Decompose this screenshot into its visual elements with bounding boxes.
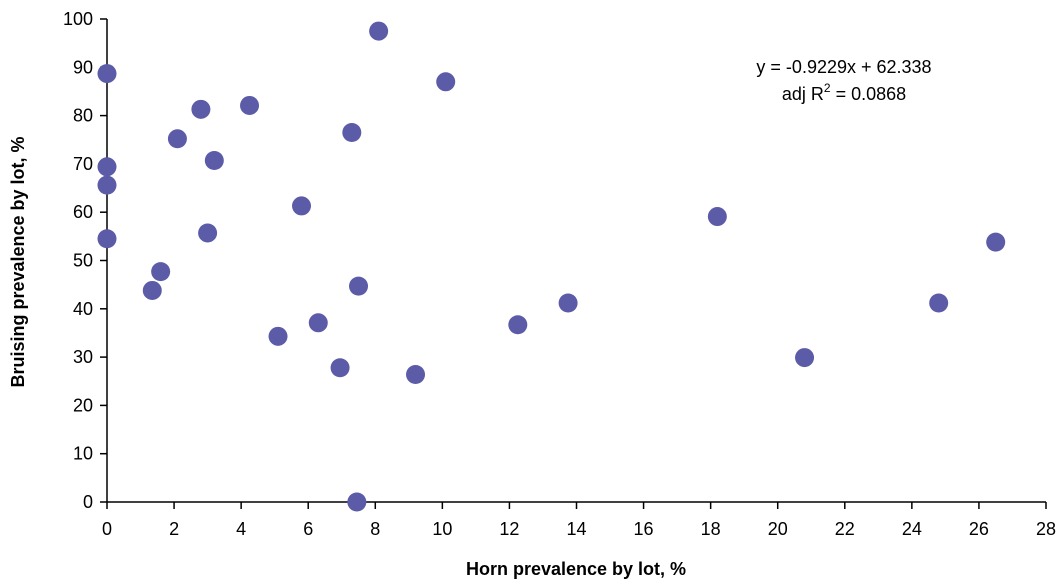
data-point — [292, 196, 312, 216]
data-point — [268, 326, 288, 346]
data-point — [508, 315, 528, 335]
data-point — [349, 276, 369, 296]
data-point — [151, 262, 171, 282]
data-point — [308, 313, 328, 333]
data-points — [97, 21, 1006, 512]
x-tick-label: 16 — [634, 519, 654, 539]
r2-suffix: = 0.0868 — [831, 84, 907, 104]
x-tick-label: 26 — [969, 519, 989, 539]
regression-r2: adj R2 = 0.0868 — [782, 81, 906, 104]
data-point — [347, 492, 367, 512]
data-point — [436, 72, 456, 92]
data-point — [986, 232, 1006, 252]
x-tick-label: 24 — [902, 519, 922, 539]
x-tick-label: 0 — [102, 519, 112, 539]
y-tick-label: 50 — [73, 251, 93, 271]
data-point — [97, 175, 117, 195]
data-point — [191, 99, 211, 119]
data-point — [369, 21, 389, 41]
r2-prefix: adj R — [782, 84, 824, 104]
x-tick-label: 18 — [701, 519, 721, 539]
y-tick-label: 80 — [73, 106, 93, 126]
data-point — [330, 358, 350, 378]
y-tick-label: 90 — [73, 57, 93, 77]
y-tick-label: 70 — [73, 154, 93, 174]
y-axis-title: Bruising prevalence by lot, % — [8, 136, 28, 387]
x-tick-label: 6 — [303, 519, 313, 539]
data-point — [929, 293, 949, 313]
data-point — [204, 151, 224, 171]
data-point — [406, 364, 426, 384]
x-tick-label: 8 — [370, 519, 380, 539]
y-tick-label: 10 — [73, 444, 93, 464]
y-tick-label: 30 — [73, 347, 93, 367]
y-tick-label: 40 — [73, 299, 93, 319]
y-tick-label: 0 — [83, 492, 93, 512]
regression-annotation: y = -0.9229x + 62.338 adj R2 = 0.0868 — [756, 57, 931, 104]
data-point — [198, 223, 218, 243]
y-tick-label: 100 — [63, 9, 93, 29]
x-tick-label: 14 — [566, 519, 586, 539]
x-tick-label: 10 — [432, 519, 452, 539]
data-point — [795, 348, 815, 368]
data-point — [97, 64, 117, 84]
x-tick-label: 4 — [236, 519, 246, 539]
x-axis-title: Horn prevalence by lot, % — [466, 559, 686, 579]
r2-superscript: 2 — [824, 81, 831, 95]
x-tick-label: 20 — [768, 519, 788, 539]
data-point — [142, 280, 162, 300]
x-tick-label: 12 — [499, 519, 519, 539]
data-point — [342, 123, 362, 143]
x-tick-label: 2 — [169, 519, 179, 539]
data-point — [97, 229, 117, 249]
y-ticks: 0 10 20 30 40 50 60 70 80 90 100 — [63, 9, 107, 512]
data-point — [240, 95, 260, 115]
data-point — [707, 207, 727, 227]
y-tick-label: 60 — [73, 202, 93, 222]
x-tick-label: 22 — [835, 519, 855, 539]
x-ticks: 0 2 4 6 8 10 12 14 16 18 20 22 24 26 28 — [102, 502, 1056, 539]
y-tick-label: 20 — [73, 395, 93, 415]
data-point — [167, 129, 187, 149]
regression-equation: y = -0.9229x + 62.338 — [756, 57, 931, 77]
data-point — [558, 293, 578, 313]
data-point — [97, 157, 117, 177]
x-tick-label: 28 — [1036, 519, 1056, 539]
